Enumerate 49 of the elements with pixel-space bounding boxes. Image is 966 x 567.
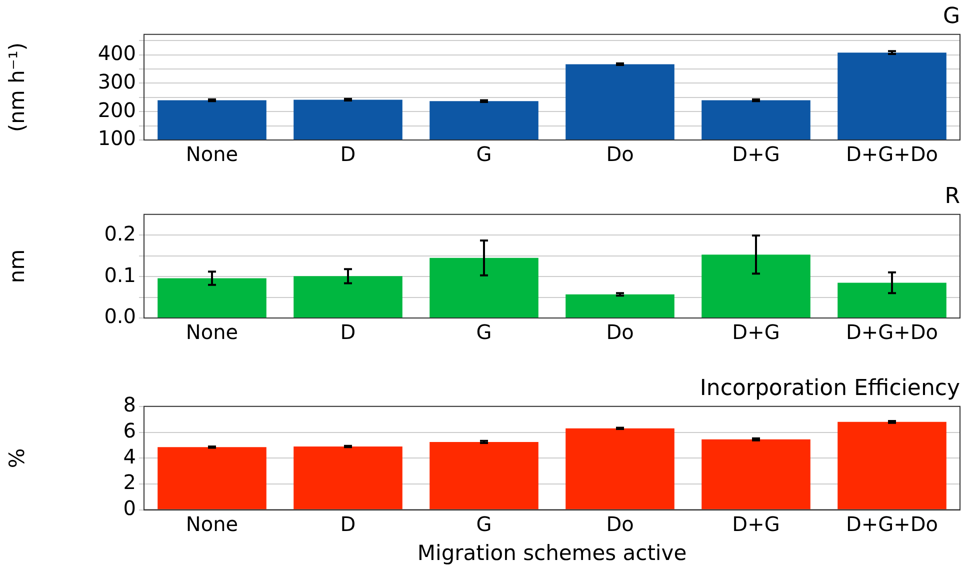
y-tick-label: 2 xyxy=(123,470,136,494)
y-axis-title: nm xyxy=(5,249,30,284)
bar xyxy=(294,276,402,318)
x-tick-label: D+G+Do xyxy=(846,320,938,344)
chart-title: R xyxy=(944,184,960,209)
y-axis-title: % xyxy=(5,448,30,468)
y-tick-label: 0 xyxy=(123,496,136,520)
bar xyxy=(430,258,538,318)
bar xyxy=(566,428,674,510)
x-tick-label: Do xyxy=(606,512,634,536)
x-tick-label: G xyxy=(476,512,492,536)
chart-title: G xyxy=(942,4,960,29)
y-tick-label: 300 xyxy=(98,69,136,94)
x-tick-label: D+G+Do xyxy=(846,142,938,166)
x-tick-label: Do xyxy=(606,142,634,166)
y-tick-label: 0.1 xyxy=(104,262,136,287)
x-tick-label: D+G xyxy=(732,512,780,536)
y-tick-label: 100 xyxy=(98,126,136,150)
bar xyxy=(158,447,266,510)
bar xyxy=(838,422,946,510)
x-tick-label: D xyxy=(340,320,356,344)
y-tick-label: 200 xyxy=(98,98,136,122)
x-tick-label: None xyxy=(186,512,238,536)
x-tick-label: Do xyxy=(606,320,634,344)
y-tick-label: 0.0 xyxy=(104,304,136,328)
x-tick-label: D+G xyxy=(732,142,780,166)
y-tick-label: 4 xyxy=(123,444,136,468)
bar xyxy=(566,294,674,318)
y-axis-title: (nm h⁻¹) xyxy=(5,42,30,132)
x-tick-label: G xyxy=(476,142,492,166)
y-tick-label: 6 xyxy=(123,418,136,442)
x-tick-label: D xyxy=(340,142,356,166)
y-tick-label: 400 xyxy=(98,41,136,66)
x-tick-label: D+G xyxy=(732,320,780,344)
chart-title: Incorporation Efficiency xyxy=(700,376,960,401)
x-tick-label: D+G+Do xyxy=(846,512,938,536)
bar xyxy=(158,278,266,318)
y-tick-label: 0.2 xyxy=(104,221,136,246)
x-axis-title: Migration schemes active xyxy=(417,540,687,565)
x-tick-label: G xyxy=(476,320,492,344)
bar xyxy=(294,446,402,510)
x-tick-label: None xyxy=(186,320,238,344)
bar xyxy=(702,439,810,510)
y-tick-label: 8 xyxy=(123,392,136,417)
bar xyxy=(430,442,538,510)
bar xyxy=(702,254,810,318)
x-tick-label: None xyxy=(186,142,238,166)
bar xyxy=(838,282,946,318)
x-tick-label: D xyxy=(340,512,356,536)
